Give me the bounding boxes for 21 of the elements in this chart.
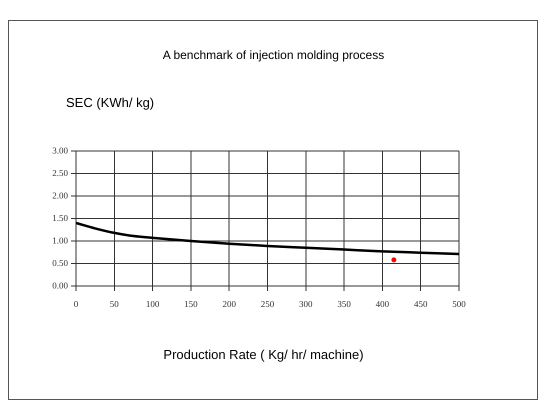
- y-tick-label: 3.00: [52, 145, 68, 156]
- x-axis-title: Production Rate ( Kg/ hr/ machine): [162, 347, 365, 362]
- x-tick-label: 400: [376, 298, 390, 309]
- x-tick-label: 500: [452, 298, 466, 309]
- x-tick-label: 50: [110, 298, 120, 309]
- y-tick-label: 0.50: [52, 258, 68, 268]
- x-tick-label: 300: [299, 298, 314, 309]
- x-tick-label: 150: [184, 298, 198, 309]
- x-tick-label: 250: [260, 298, 275, 309]
- y-axis-title: SEC (KWh/ kg): [66, 95, 154, 110]
- x-tick-label: 450: [414, 298, 428, 309]
- y-tick-label: 2.50: [52, 168, 68, 178]
- x-tick-label: 200: [222, 298, 236, 309]
- y-tick-label: 2.00: [52, 190, 68, 200]
- x-tick-label: 100: [146, 298, 160, 309]
- chart-title: A benchmark of injection molding process: [162, 48, 386, 62]
- y-tick-label: 1.50: [52, 212, 68, 223]
- x-tick-label: 0: [74, 298, 79, 309]
- x-tick-label: 350: [337, 298, 352, 309]
- y-tick-label: 1.00: [52, 235, 68, 246]
- y-tick-label: 0.00: [52, 280, 68, 290]
